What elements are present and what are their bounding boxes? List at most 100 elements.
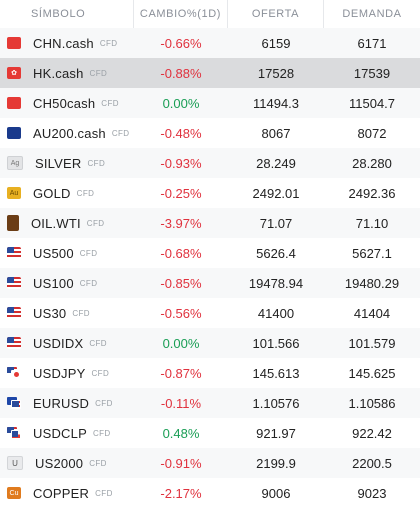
header-ask[interactable]: DEMANDA <box>342 8 402 20</box>
table-row[interactable]: CH50cash CFD 0.00% 11494.3 11504.7 <box>0 88 420 118</box>
symbol-cell: US500 CFD <box>0 238 134 268</box>
header-bid[interactable]: OFERTA <box>228 0 324 28</box>
ask-cell[interactable]: 1.10586 <box>324 388 420 418</box>
ask-price: 922.42 <box>352 425 392 441</box>
table-row[interactable]: Ag SILVER CFD -0.93% 28.249 28.280 <box>0 148 420 178</box>
china-flag-icon <box>7 37 21 49</box>
table-row[interactable]: Au GOLD CFD -0.25% 2492.01 2492.36 <box>0 178 420 208</box>
table-row[interactable]: ✿ HK.cash CFD -0.88% 17528 17539 <box>0 58 420 88</box>
ask-cell[interactable]: 8072 <box>324 118 420 148</box>
table-row[interactable]: EURUSD CFD -0.11% 1.10576 1.10586 <box>0 388 420 418</box>
hong-kong-flag-icon: ✿ <box>7 67 21 79</box>
table-row[interactable]: USDIDX CFD 0.00% 101.566 101.579 <box>0 328 420 358</box>
table-row[interactable]: USDJPY CFD -0.87% 145.613 145.625 <box>0 358 420 388</box>
change-value: -0.87% <box>160 365 202 381</box>
change-cell: -2.17% <box>134 478 228 508</box>
header-change[interactable]: CAMBIO%(1D) <box>134 0 228 28</box>
table-row[interactable]: OIL.WTI CFD -3.97% 71.07 71.10 <box>0 208 420 238</box>
symbol-cell: USDCLP CFD <box>0 418 134 448</box>
ask-cell[interactable]: 11504.7 <box>324 88 420 118</box>
symbol-cell: USDJPY CFD <box>0 358 134 388</box>
change-value: -0.93% <box>160 155 202 171</box>
bid-cell[interactable]: 6159 <box>228 28 324 58</box>
table-row[interactable]: U US2000 CFD -0.91% 2199.9 2200.5 <box>0 448 420 478</box>
us-jp-flags-icon <box>7 367 21 379</box>
table-row[interactable]: Cu COPPER CFD -2.17% 9006 9023 <box>0 478 420 508</box>
bid-cell[interactable]: 5626.4 <box>228 238 324 268</box>
ask-cell[interactable]: 41404 <box>324 298 420 328</box>
bid-price: 19478.94 <box>248 275 304 291</box>
ask-cell[interactable]: 5627.1 <box>324 238 420 268</box>
ask-cell[interactable]: 28.280 <box>324 148 420 178</box>
ask-cell[interactable]: 2200.5 <box>324 448 420 478</box>
table-row[interactable]: CHN.cash CFD -0.66% 6159 6171 <box>0 28 420 58</box>
symbol-name: US100 <box>33 275 74 291</box>
bid-cell[interactable]: 9006 <box>228 478 324 508</box>
ask-price: 8072 <box>357 125 387 141</box>
ask-cell[interactable]: 9023 <box>324 478 420 508</box>
bid-cell[interactable]: 2492.01 <box>228 178 324 208</box>
ask-cell[interactable]: 17539 <box>324 58 420 88</box>
symbol-cell: U US2000 CFD <box>0 448 134 478</box>
table-row[interactable]: US100 CFD -0.85% 19478.94 19480.29 <box>0 268 420 298</box>
instrument-type-tag: CFD <box>92 428 111 438</box>
ask-cell[interactable]: 19480.29 <box>324 268 420 298</box>
instrument-type-tag: CFD <box>111 128 130 138</box>
instrument-type-tag: CFD <box>99 38 118 48</box>
ask-cell[interactable]: 922.42 <box>324 418 420 448</box>
symbol-name: OIL.WTI <box>31 215 81 231</box>
bid-cell[interactable]: 8067 <box>228 118 324 148</box>
ask-price: 145.625 <box>348 365 396 381</box>
instrument-type-tag: CFD <box>79 278 98 288</box>
ask-cell[interactable]: 6171 <box>324 28 420 58</box>
bid-cell[interactable]: 19478.94 <box>228 268 324 298</box>
table-row[interactable]: US30 CFD -0.56% 41400 41404 <box>0 298 420 328</box>
symbol-name: SILVER <box>35 155 82 171</box>
table-row[interactable]: US500 CFD -0.68% 5626.4 5627.1 <box>0 238 420 268</box>
bid-cell[interactable]: 71.07 <box>228 208 324 238</box>
change-cell: -0.56% <box>134 298 228 328</box>
ask-price: 17539 <box>353 65 391 81</box>
change-value: 0.00% <box>162 95 200 111</box>
ask-cell[interactable]: 2492.36 <box>324 178 420 208</box>
table-row[interactable]: AU200.cash CFD -0.48% 8067 8072 <box>0 118 420 148</box>
bid-cell[interactable]: 17528 <box>228 58 324 88</box>
header-symbol[interactable]: SÍMBOLO <box>0 0 134 28</box>
us-flag-icon <box>7 337 21 349</box>
instrument-type-tag: CFD <box>89 458 107 468</box>
bid-cell[interactable]: 101.566 <box>228 328 324 358</box>
us-flag-icon <box>7 277 21 289</box>
ask-price: 71.10 <box>355 215 389 231</box>
table-row[interactable]: USDCLP CFD 0.48% 921.97 922.42 <box>0 418 420 448</box>
bid-cell[interactable]: 2199.9 <box>228 448 324 478</box>
instrument-type-tag: CFD <box>76 188 95 198</box>
change-cell: 0.48% <box>134 418 228 448</box>
ask-price: 2492.36 <box>348 185 396 201</box>
ask-cell[interactable]: 145.625 <box>324 358 420 388</box>
ask-cell[interactable]: 71.10 <box>324 208 420 238</box>
bid-cell[interactable]: 1.10576 <box>228 388 324 418</box>
symbol-name: CHN.cash <box>33 35 94 51</box>
bid-cell[interactable]: 11494.3 <box>228 88 324 118</box>
change-cell: -0.93% <box>134 148 228 178</box>
bid-cell[interactable]: 921.97 <box>228 418 324 448</box>
bid-cell[interactable]: 28.249 <box>228 148 324 178</box>
ask-price: 1.10586 <box>348 395 396 411</box>
symbol-cell: AU200.cash CFD <box>0 118 134 148</box>
symbol-name: GOLD <box>33 185 71 201</box>
gold-icon: Au <box>7 187 21 199</box>
ask-cell[interactable]: 101.579 <box>324 328 420 358</box>
bid-price: 8067 <box>261 125 291 141</box>
bid-cell[interactable]: 145.613 <box>228 358 324 388</box>
oil-barrel-icon <box>7 215 19 231</box>
bid-cell[interactable]: 41400 <box>228 298 324 328</box>
symbol-name: EURUSD <box>33 395 90 411</box>
china-flag-icon <box>7 97 21 109</box>
symbol-name: US30 <box>33 305 67 321</box>
change-value: -0.56% <box>160 305 202 321</box>
bid-price: 2199.9 <box>256 455 296 471</box>
change-value: -0.85% <box>160 275 202 291</box>
symbol-cell: US100 CFD <box>0 268 134 298</box>
symbol-name: USDCLP <box>33 425 87 441</box>
